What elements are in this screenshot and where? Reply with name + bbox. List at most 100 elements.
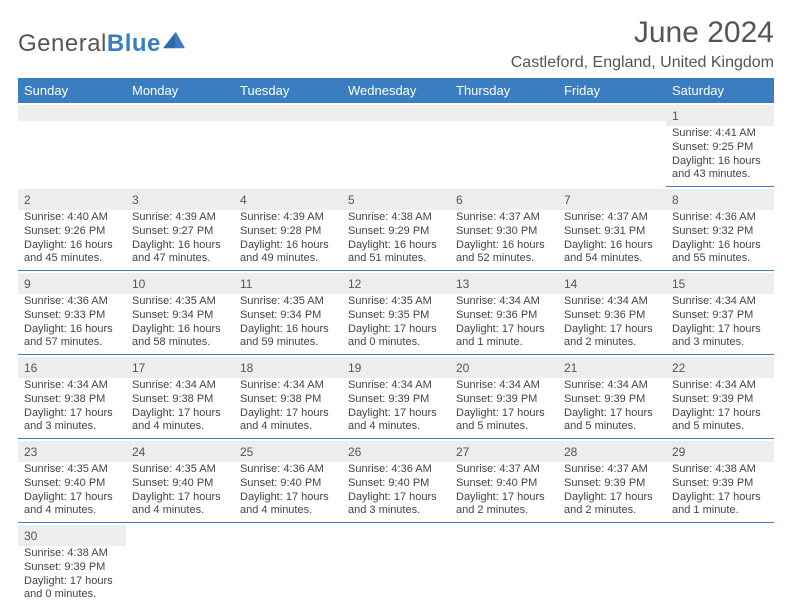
day-number-row: 26 [342,441,450,462]
sunset-text: Sunset: 9:35 PM [348,309,444,323]
day-number-row: 4 [234,189,342,210]
day-number-row: 22 [666,357,774,378]
weekday-header: Tuesday [234,78,342,103]
daylight-text: Daylight: 17 hours [564,407,660,421]
weekday-header: Saturday [666,78,774,103]
day-number-row [18,105,126,121]
day-cell-blank [558,523,666,606]
day-number-row: 24 [126,441,234,462]
day-cell: 26Sunrise: 4:36 AMSunset: 9:40 PMDayligh… [342,439,450,523]
daylight-text: and 4 minutes. [132,504,228,518]
daylight-text: and 58 minutes. [132,336,228,350]
week-row: 1Sunrise: 4:41 AMSunset: 9:25 PMDaylight… [18,103,774,187]
daylight-text: Daylight: 16 hours [24,239,120,253]
daylight-text: and 0 minutes. [24,588,120,602]
title-block: June 2024 Castleford, England, United Ki… [511,16,774,72]
day-cell-blank [558,103,666,187]
day-number: 8 [672,193,679,207]
day-cell-blank [234,523,342,606]
sunrise-text: Sunrise: 4:38 AM [672,463,768,477]
sunset-text: Sunset: 9:40 PM [456,477,552,491]
week-row: 2Sunrise: 4:40 AMSunset: 9:26 PMDaylight… [18,187,774,271]
sunset-text: Sunset: 9:40 PM [348,477,444,491]
day-number: 12 [348,277,361,291]
sunset-text: Sunset: 9:39 PM [672,393,768,407]
day-number: 11 [240,277,252,291]
day-number-row: 7 [558,189,666,210]
sunset-text: Sunset: 9:39 PM [564,393,660,407]
day-cell: 27Sunrise: 4:37 AMSunset: 9:40 PMDayligh… [450,439,558,523]
daylight-text: Daylight: 17 hours [672,407,768,421]
sunrise-text: Sunrise: 4:34 AM [456,379,552,393]
logo-triangle-icon [163,31,185,49]
day-cell: 20Sunrise: 4:34 AMSunset: 9:39 PMDayligh… [450,355,558,439]
daylight-text: and 57 minutes. [24,336,120,350]
day-number-row: 2 [18,189,126,210]
weekday-header: Wednesday [342,78,450,103]
sunrise-text: Sunrise: 4:34 AM [132,379,228,393]
sunrise-text: Sunrise: 4:38 AM [24,547,120,561]
day-number: 6 [456,193,463,207]
day-number: 13 [456,277,469,291]
daylight-text: and 47 minutes. [132,252,228,266]
sunrise-text: Sunrise: 4:37 AM [456,211,552,225]
daylight-text: Daylight: 17 hours [240,491,336,505]
sunrise-text: Sunrise: 4:41 AM [672,127,768,141]
day-cell-blank [666,523,774,606]
daylight-text: Daylight: 16 hours [456,239,552,253]
daylight-text: Daylight: 17 hours [456,407,552,421]
daylight-text: and 54 minutes. [564,252,660,266]
day-cell: 18Sunrise: 4:34 AMSunset: 9:38 PMDayligh… [234,355,342,439]
sunrise-text: Sunrise: 4:35 AM [132,463,228,477]
daylight-text: Daylight: 17 hours [240,407,336,421]
day-cell: 2Sunrise: 4:40 AMSunset: 9:26 PMDaylight… [18,187,126,271]
daylight-text: Daylight: 17 hours [348,491,444,505]
day-cell: 23Sunrise: 4:35 AMSunset: 9:40 PMDayligh… [18,439,126,523]
sunset-text: Sunset: 9:25 PM [672,141,768,155]
sunset-text: Sunset: 9:30 PM [456,225,552,239]
day-number: 28 [564,445,577,459]
daylight-text: and 59 minutes. [240,336,336,350]
day-number: 14 [564,277,577,291]
day-number-row: 13 [450,273,558,294]
daylight-text: and 4 minutes. [24,504,120,518]
day-cell-blank [18,103,126,187]
day-cell: 24Sunrise: 4:35 AMSunset: 9:40 PMDayligh… [126,439,234,523]
day-cell: 13Sunrise: 4:34 AMSunset: 9:36 PMDayligh… [450,271,558,355]
logo: GeneralBlue [18,30,185,58]
sunrise-text: Sunrise: 4:34 AM [456,295,552,309]
sunrise-text: Sunrise: 4:39 AM [240,211,336,225]
day-cell-blank [234,103,342,187]
daylight-text: Daylight: 17 hours [456,323,552,337]
calendar: SundayMondayTuesdayWednesdayThursdayFrid… [18,78,774,606]
daylight-text: Daylight: 17 hours [132,491,228,505]
daylight-text: Daylight: 17 hours [348,407,444,421]
day-number: 20 [456,361,469,375]
day-cell: 19Sunrise: 4:34 AMSunset: 9:39 PMDayligh… [342,355,450,439]
day-number-row: 15 [666,273,774,294]
daylight-text: and 5 minutes. [456,420,552,434]
day-cell: 7Sunrise: 4:37 AMSunset: 9:31 PMDaylight… [558,187,666,271]
day-number: 18 [240,361,253,375]
day-cell: 15Sunrise: 4:34 AMSunset: 9:37 PMDayligh… [666,271,774,355]
daylight-text: Daylight: 16 hours [132,239,228,253]
sunset-text: Sunset: 9:34 PM [240,309,336,323]
day-number-row [234,105,342,121]
logo-text: GeneralBlue [18,30,161,58]
daylight-text: Daylight: 16 hours [240,239,336,253]
day-number: 4 [240,193,247,207]
day-number-row: 9 [18,273,126,294]
sunset-text: Sunset: 9:40 PM [132,477,228,491]
daylight-text: Daylight: 16 hours [24,323,120,337]
day-number-row: 10 [126,273,234,294]
day-number-row: 17 [126,357,234,378]
logo-part1: General [18,30,107,57]
daylight-text: Daylight: 17 hours [24,575,120,589]
sunset-text: Sunset: 9:34 PM [132,309,228,323]
week-row: 23Sunrise: 4:35 AMSunset: 9:40 PMDayligh… [18,439,774,523]
weekday-header-row: SundayMondayTuesdayWednesdayThursdayFrid… [18,78,774,103]
daylight-text: Daylight: 16 hours [672,239,768,253]
daylight-text: Daylight: 17 hours [456,491,552,505]
daylight-text: and 51 minutes. [348,252,444,266]
day-number-row: 30 [18,525,126,546]
